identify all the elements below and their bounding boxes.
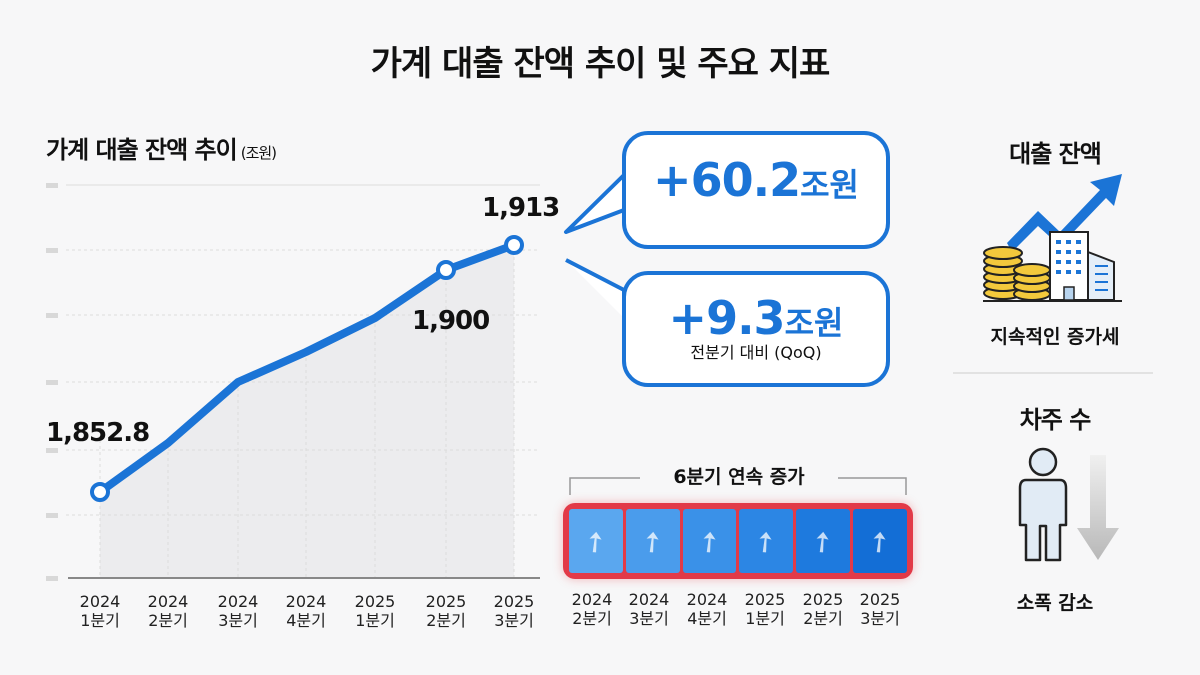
streak-cell: ➚ bbox=[625, 509, 680, 573]
streak-label: 2025 1분기 bbox=[744, 590, 786, 628]
streak-cell: ➚ bbox=[739, 509, 794, 573]
side-divider bbox=[953, 372, 1153, 374]
data-label-last: 1,913 bbox=[482, 193, 560, 223]
x-label: 2024 2분기 bbox=[147, 592, 189, 630]
borrowers-caption: 소폭 감소 bbox=[1016, 592, 1094, 614]
area-fill bbox=[100, 245, 514, 578]
x-label: 2025 2분기 bbox=[425, 592, 467, 630]
arrow-down-icon bbox=[1077, 455, 1119, 560]
arrow-up-right-icon: ➚ bbox=[745, 521, 785, 562]
streak-label: 2024 2분기 bbox=[571, 590, 613, 628]
x-label: 2025 1분기 bbox=[354, 592, 396, 630]
x-label: 2024 1분기 bbox=[79, 592, 121, 630]
streak-cell: ➚ bbox=[569, 509, 623, 573]
person-icon bbox=[1018, 447, 1068, 562]
arrow-up-right-icon: ➚ bbox=[631, 521, 672, 562]
data-markers bbox=[90, 235, 524, 502]
streak-label: 2024 4분기 bbox=[686, 590, 728, 628]
bubble-tail-2 bbox=[565, 258, 626, 318]
callout-qoq: +9.3조원 전분기 대비 (QoQ) bbox=[622, 271, 890, 387]
streak-label: 2025 2분기 bbox=[802, 590, 844, 628]
page-title: 가계 대출 잔액 추이 및 주요 지표 bbox=[370, 44, 831, 84]
chart-title: 가계 대출 잔액 추이 (조원) bbox=[46, 136, 277, 164]
data-label-q2-2025: 1,900 bbox=[412, 306, 490, 336]
streak-bracket bbox=[569, 477, 907, 495]
x-label: 2024 4분기 bbox=[285, 592, 327, 630]
arrow-up-right-icon: ➚ bbox=[688, 521, 728, 562]
streak-label: 2025 3분기 bbox=[859, 590, 901, 628]
arrow-up-right-icon: ➚ bbox=[859, 521, 899, 562]
loan-balance-title: 대출 잔액 bbox=[1009, 140, 1102, 168]
x-label: 2024 3분기 bbox=[217, 592, 259, 630]
y-tick-stubs bbox=[46, 183, 58, 581]
loan-balance-caption: 지속적인 증가세 bbox=[990, 326, 1120, 348]
arrow-up-right-icon: ➚ bbox=[575, 521, 615, 562]
streak-label: 2024 3분기 bbox=[628, 590, 670, 628]
streak-cell: ➚ bbox=[682, 509, 737, 573]
x-label: 2025 3분기 bbox=[493, 592, 535, 630]
data-label-first: 1,852.8 bbox=[46, 418, 150, 448]
coins-building-arrow-up-icon bbox=[983, 174, 1122, 302]
streak-cell: ➚ bbox=[796, 509, 851, 573]
callout-yoy: +60.2조원 bbox=[622, 131, 890, 249]
streak-title: 6분기 연속 증가 bbox=[673, 466, 805, 488]
gridlines bbox=[66, 184, 540, 578]
chart-unit: (조원) bbox=[240, 144, 277, 162]
streak-cell: ➚ bbox=[853, 509, 907, 573]
arrow-up-right-icon: ➚ bbox=[802, 521, 842, 562]
borrowers-title: 차주 수 bbox=[1019, 406, 1092, 434]
streak-bar: ➚ ➚ ➚ ➚ ➚ ➚ bbox=[563, 503, 913, 579]
bubble-tail-1 bbox=[564, 173, 626, 234]
